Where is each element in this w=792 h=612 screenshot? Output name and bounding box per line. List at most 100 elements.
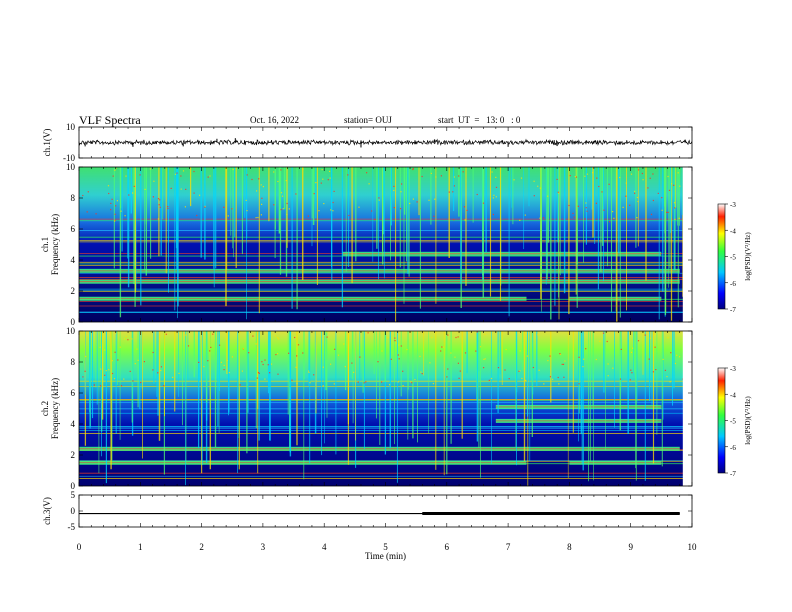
- psd-speckle: [552, 378, 554, 380]
- spectrogram-2: [79, 331, 692, 486]
- y-tick-label: 10: [66, 162, 76, 172]
- psd-speckle: [586, 210, 588, 212]
- psd-speckle: [569, 175, 571, 177]
- psd-speckle: [398, 358, 400, 360]
- psd-speckle: [673, 202, 676, 204]
- psd-speckle: [137, 359, 139, 361]
- psd-speckle: [198, 361, 200, 363]
- psd-speckle: [402, 385, 404, 387]
- psd-speckle: [110, 202, 112, 204]
- psd-speckle: [654, 346, 656, 348]
- psd-speckle: [357, 381, 359, 383]
- psd-speckle: [519, 370, 521, 372]
- psd-speckle: [261, 361, 263, 363]
- colorbar-tick-label: -4: [730, 391, 736, 399]
- start-time-label: start UT = 13: 0 : 0: [438, 115, 521, 125]
- psd-speckle: [167, 206, 169, 208]
- psd-speckle: [123, 378, 125, 380]
- psd-speckle: [642, 179, 644, 181]
- y-tick-label: 5: [71, 490, 76, 500]
- psd-speckle: [157, 218, 159, 220]
- figure-title: VLF Spectra: [79, 113, 141, 127]
- psd-speckle: [619, 176, 621, 179]
- psd-speckle: [152, 351, 154, 354]
- y-tick-label: 6: [71, 224, 76, 234]
- psd-speckle: [329, 170, 331, 172]
- psd-speckle: [108, 192, 110, 195]
- psd-speckle: [374, 218, 376, 221]
- psd-speckle: [575, 176, 578, 178]
- psd-speckle: [586, 173, 588, 175]
- psd-speckle: [132, 380, 134, 382]
- psd-speckle: [599, 340, 601, 342]
- psd-speckle: [574, 176, 576, 178]
- psd-speckle: [398, 344, 400, 346]
- psd-speckle: [638, 169, 640, 171]
- psd-speckle: [533, 195, 535, 197]
- psd-speckle: [629, 379, 631, 381]
- x-tick-label: 9: [628, 542, 633, 552]
- psd-speckle: [296, 355, 298, 357]
- psd-speckle: [630, 351, 633, 353]
- psd-speckle: [212, 333, 214, 335]
- y-tick-label: 2: [71, 450, 76, 460]
- y-tick-label: 4: [71, 419, 76, 429]
- psd-speckle: [568, 204, 570, 207]
- psd-speckle: [518, 370, 520, 372]
- psd-speckle: [453, 176, 455, 178]
- psd-speckle: [433, 215, 435, 217]
- psd-speckle: [246, 210, 248, 212]
- psd-speckle: [412, 168, 414, 171]
- date-label: Oct. 16, 2022: [250, 115, 299, 125]
- psd-speckle: [308, 370, 310, 372]
- psd-speckle: [387, 337, 389, 339]
- psd-speckle: [199, 194, 201, 196]
- y-axis-label: Frequency (kHz): [50, 378, 60, 439]
- psd-speckle: [153, 180, 155, 182]
- colorbar-tick-label: -6: [730, 280, 736, 288]
- psd-speckle: [159, 206, 161, 208]
- psd-speckle: [281, 195, 284, 197]
- psd-speckle: [258, 372, 260, 374]
- psd-speckle: [441, 346, 443, 348]
- y-axis-label: ch.3(V): [42, 497, 52, 525]
- psd-speckle: [277, 180, 279, 183]
- psd-speckle: [124, 215, 126, 217]
- colorbar-tick-label: -6: [730, 444, 736, 452]
- psd-speckle: [241, 370, 243, 372]
- psd-speckle: [406, 348, 408, 351]
- psd-speckle: [401, 183, 403, 185]
- psd-speckle: [661, 197, 663, 199]
- x-axis-label: Time (min): [365, 551, 406, 561]
- y-axis-label: ch.1(V): [42, 129, 52, 157]
- psd-speckle: [655, 369, 657, 371]
- psd-speckle: [228, 372, 230, 374]
- psd-speckle: [458, 377, 460, 379]
- psd-speckle: [252, 335, 254, 337]
- psd-speckle: [322, 178, 324, 180]
- psd-speckle: [85, 355, 87, 358]
- psd-speckle: [307, 215, 309, 217]
- psd-speckle: [261, 197, 263, 199]
- psd-speckle: [432, 383, 434, 385]
- y-tick-label: 8: [71, 193, 76, 203]
- psd-speckle: [381, 350, 383, 352]
- psd-speckle: [652, 371, 654, 373]
- psd-speckle: [286, 202, 288, 205]
- psd-speckle: [622, 206, 624, 208]
- psd-speckle: [679, 185, 681, 187]
- psd-speckle: [595, 358, 597, 361]
- psd-speckle: [262, 186, 264, 188]
- psd-speckle: [377, 361, 379, 363]
- psd-speckle: [563, 376, 565, 378]
- psd-speckle: [264, 378, 266, 380]
- psd-speckle: [637, 200, 639, 203]
- psd-speckle: [378, 199, 380, 201]
- psd-speckle: [232, 168, 234, 171]
- y-tick-label: -5: [68, 522, 76, 532]
- psd-speckle: [389, 384, 391, 386]
- x-tick-label: 3: [261, 542, 266, 552]
- psd-speckle: [583, 358, 585, 360]
- psd-speckle: [608, 183, 610, 185]
